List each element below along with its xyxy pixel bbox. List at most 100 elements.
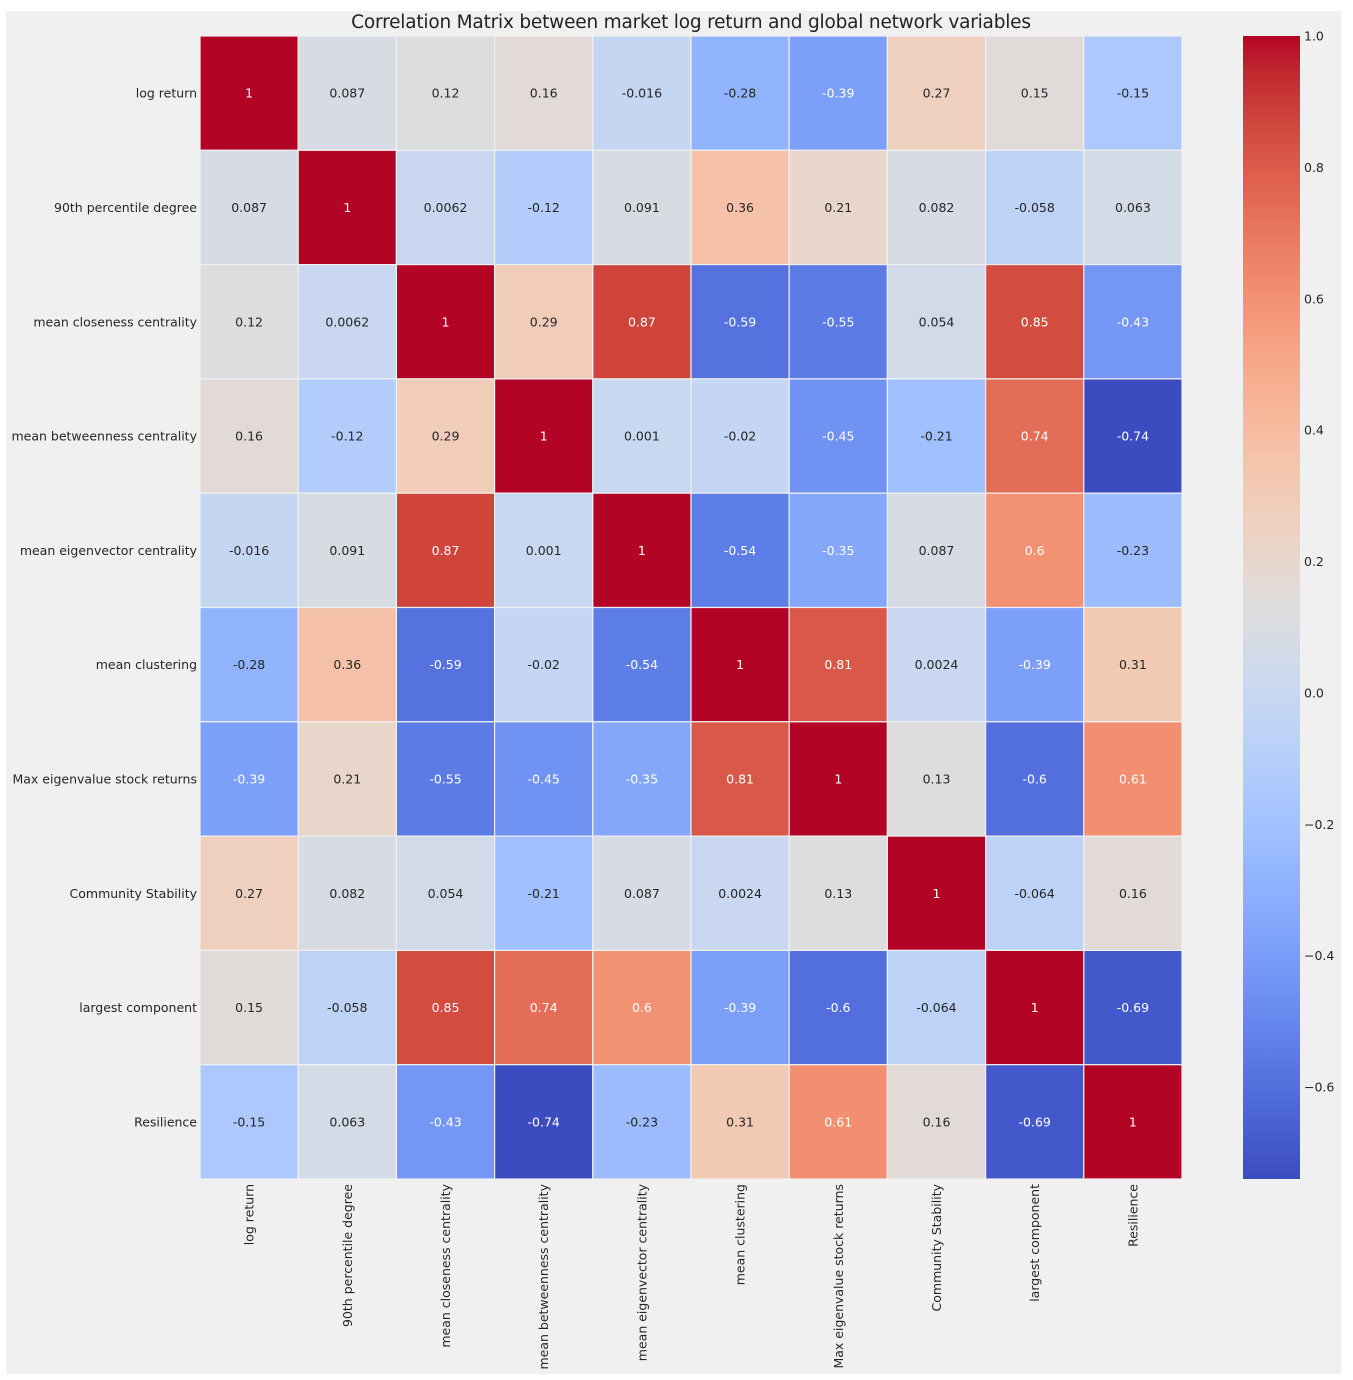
heatmap-cell: [297, 378, 398, 494]
heatmap-cell: [199, 378, 299, 494]
heatmap-cell: [199, 606, 299, 723]
heatmap-cell: [1083, 835, 1183, 951]
heatmap-cell: [494, 264, 594, 380]
cell-value-label: 1: [933, 886, 941, 901]
cell-value-label: 0.6: [632, 1000, 652, 1015]
heatmap-cell: [395, 835, 496, 951]
heatmap-cell: [395, 378, 496, 494]
cell-value-label: -0.74: [1117, 429, 1149, 444]
heatmap-cell: [494, 378, 594, 494]
cell-value-label: 0.087: [919, 543, 955, 558]
colorbar-tick-label: −0.6: [1304, 1080, 1334, 1095]
y-tick-label-largest-component: largest component: [79, 1000, 197, 1015]
colorbar-tick-label: 0.0: [1304, 685, 1324, 700]
heatmap-cell: [690, 1064, 790, 1180]
heatmap-cell: [494, 149, 594, 266]
cell-value-label: 0.81: [726, 771, 754, 786]
heatmap-cell: [297, 606, 398, 723]
cell-value-label: 1: [638, 543, 646, 558]
heatmap-cell: [494, 835, 594, 951]
cell-value-label: 0.16: [1119, 886, 1147, 901]
cell-value-label: 0.74: [1021, 429, 1049, 444]
heatmap-cell: [1083, 721, 1183, 837]
cell-value-label: 1: [834, 771, 842, 786]
cell-value-label: 0.31: [726, 1114, 754, 1129]
y-tick-label-90th-percentile-degree: 90th percentile degree: [54, 200, 197, 215]
cell-value-label: -0.54: [626, 657, 658, 672]
cell-value-label: 1: [1129, 1114, 1137, 1129]
cell-value-label: -0.43: [429, 1114, 461, 1129]
heatmap-cell: [494, 606, 594, 723]
y-axis-tick-labels: log return 90th percentile degree mean clo…: [11, 86, 197, 1130]
colorbar-tick-label: −0.2: [1304, 817, 1334, 832]
heatmap-cell: [592, 949, 692, 1066]
heatmap-cell: [788, 149, 889, 266]
cell-value-label: 0.36: [333, 657, 361, 672]
y-tick-label-mean-eigenvector-centrality: mean eigenvector centrality: [20, 543, 198, 558]
heatmap-cell: [592, 1064, 692, 1180]
cell-value-label: -0.12: [528, 200, 560, 215]
cell-value-label: -0.28: [233, 657, 265, 672]
heatmap-cell: [395, 1064, 496, 1180]
cell-value-label: 0.61: [1119, 771, 1147, 786]
heatmap-cell: [886, 606, 987, 723]
heatmap-cell: [984, 949, 1085, 1066]
heatmap-cell: [788, 949, 889, 1066]
heatmap-cell: [788, 606, 889, 723]
x-tick-label-resilience: Resilience: [1125, 1184, 1140, 1247]
cell-value-label: 0.001: [526, 543, 562, 558]
cell-value-label: 0.0024: [718, 886, 762, 901]
heatmap-cell: [1083, 35, 1183, 151]
x-tick-label-mean-eigenvector-centrality: mean eigenvector centrality: [634, 1183, 649, 1361]
cell-value-label: 0.087: [329, 86, 365, 101]
cell-value-label: 0.087: [624, 886, 660, 901]
cell-value-label: -0.55: [822, 314, 854, 329]
heatmap-cell: [788, 378, 889, 494]
x-tick-label-largest-component: largest component: [1027, 1184, 1042, 1302]
heatmap-cells: [199, 35, 1183, 1180]
heatmap-cell: [690, 606, 790, 723]
heatmap-cell: [788, 1064, 889, 1180]
cell-value-label: -0.058: [1015, 200, 1055, 215]
y-tick-label-mean-closeness-centrality: mean closeness centrality: [33, 314, 197, 329]
chart-title: Correlation Matrix between market log re…: [351, 12, 1031, 33]
x-tick-label-community-stability: Community Stability: [929, 1183, 944, 1311]
cell-value-label: -0.39: [1019, 657, 1051, 672]
cell-value-label: 0.054: [428, 886, 464, 901]
cell-value-label: 0.13: [824, 886, 852, 901]
cell-value-label: 0.85: [1021, 314, 1049, 329]
cell-value-label: -0.12: [331, 429, 363, 444]
cell-value-label: 0.0062: [325, 314, 369, 329]
heatmap-cell: [199, 721, 299, 837]
cell-value-label: 0.12: [432, 86, 460, 101]
cell-value-label: 0.29: [432, 429, 460, 444]
cell-value-label: 0.31: [1119, 657, 1147, 672]
x-tick-label-mean-clustering: mean clustering: [733, 1184, 748, 1285]
heatmap-cell: [199, 149, 299, 266]
heatmap-cell: [690, 949, 790, 1066]
cell-value-label: 0.13: [923, 771, 951, 786]
heatmap-cell: [788, 264, 889, 380]
cell-value-label: -0.59: [724, 314, 756, 329]
y-tick-label-log-return: log return: [136, 86, 197, 101]
heatmap-cell: [1083, 492, 1183, 609]
heatmap-cell: [1083, 949, 1183, 1066]
cell-value-label: 1: [736, 657, 744, 672]
heatmap-cell: [690, 264, 790, 380]
heatmap-cell: [886, 264, 987, 380]
cell-value-label: -0.35: [626, 771, 658, 786]
heatmap-cell: [494, 721, 594, 837]
cell-value-label: 0.12: [235, 314, 263, 329]
cell-value-label: 0.063: [329, 1114, 365, 1129]
heatmap-cell: [690, 492, 790, 609]
cell-value-label: -0.69: [1019, 1114, 1051, 1129]
cell-value-label: -0.21: [920, 429, 952, 444]
cell-value-label: 0.091: [329, 543, 365, 558]
cell-value-label: -0.69: [1117, 1000, 1149, 1015]
x-tick-label-90th-percentile-degree: 90th percentile degree: [340, 1184, 355, 1327]
cell-annotations: 1 0.087 0.12 0.16 -0.016 -0.28 -0.39 0.27 0.15 -0…: [229, 86, 1151, 1130]
cell-value-label: -0.02: [724, 429, 756, 444]
cell-value-label: -0.39: [233, 771, 265, 786]
heatmap-cell: [297, 149, 398, 266]
cell-value-label: 0.054: [919, 314, 955, 329]
